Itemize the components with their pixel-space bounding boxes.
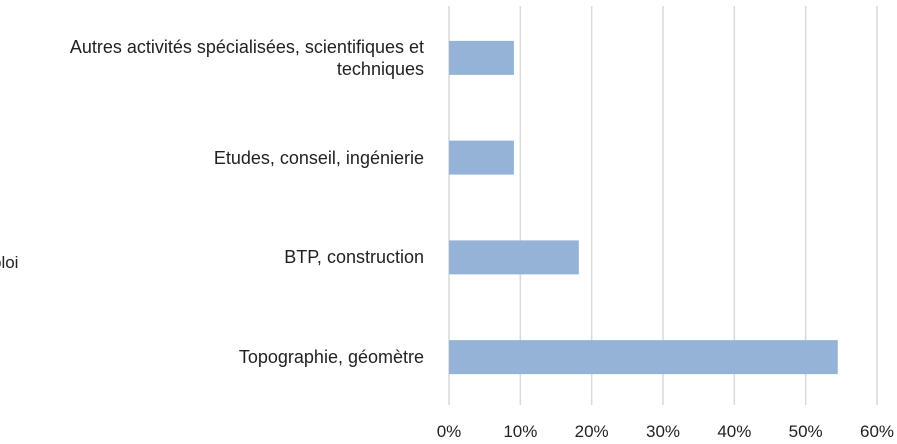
x-tick-label: 40% [717,422,752,441]
y-tick-label: Topographie, géomètre [238,347,424,368]
x-tick-label: 50% [788,422,823,441]
x-tick-label: 0% [436,422,462,441]
bar [449,140,514,175]
x-tick-label: 20% [574,422,609,441]
bar [449,340,838,375]
y-axis-label: ploi [0,253,19,272]
x-tick-label: 30% [645,422,681,441]
y-tick-label: Autres activités spécialisées, scientifi… [69,36,424,79]
x-tick-label: 60% [859,422,895,441]
bar [449,40,514,75]
y-tick-label: Etudes, conseil, ingénierie [213,147,424,168]
bar [449,240,579,275]
y-tick-label: BTP, construction [284,247,424,268]
x-tick-label: 10% [503,422,538,441]
